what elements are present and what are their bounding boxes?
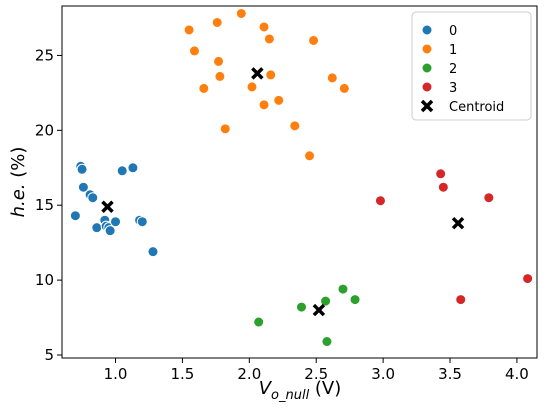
y-tick-label: 5	[44, 346, 54, 364]
plot-frame	[61, 5, 538, 359]
series-0	[69, 160, 159, 258]
data-point	[483, 192, 495, 204]
data-point	[308, 34, 320, 46]
legend-label: Centroid	[449, 100, 504, 115]
data-point	[522, 273, 534, 285]
legend-label: 2	[449, 62, 457, 77]
legend-label: 3	[449, 81, 457, 96]
data-point	[338, 82, 350, 94]
x-tick-label: 2.5	[304, 365, 328, 383]
y-tick-label: 15	[35, 196, 54, 214]
x-tick-label: 1.5	[170, 365, 194, 383]
centroid-marker	[451, 216, 465, 230]
legend-item: Centroid	[420, 99, 504, 115]
data-point	[258, 99, 270, 111]
data-point	[435, 168, 447, 180]
x-tick-label: 1.0	[104, 365, 128, 383]
x-tick-label: 2.0	[237, 365, 261, 383]
legend-marker	[421, 43, 433, 55]
data-point	[76, 163, 88, 175]
x-tick-label: 4.0	[505, 365, 529, 383]
data-point	[296, 301, 308, 313]
data-point	[320, 295, 332, 307]
y-tick-label: 10	[35, 271, 54, 289]
x-tick-label: 3.5	[438, 365, 462, 383]
data-point	[326, 72, 338, 84]
centroid-marker	[312, 303, 326, 317]
legend-item: 2	[421, 62, 457, 77]
legend-item: 1	[421, 43, 457, 58]
y-tick-label: 20	[35, 121, 54, 139]
legend-marker	[421, 24, 433, 36]
chart-marks	[69, 7, 534, 348]
x-axis-label: Vo_null (V)	[259, 378, 342, 403]
data-point	[437, 181, 449, 193]
legend-label: 1	[449, 43, 457, 58]
data-point	[235, 7, 247, 19]
legend: 0 1 2 3 Centroid	[411, 11, 532, 121]
data-point	[304, 150, 316, 162]
centroid-series	[101, 67, 465, 317]
data-point	[337, 283, 349, 295]
y-tick-label: 25	[35, 46, 54, 64]
data-point	[263, 33, 275, 45]
data-point	[213, 55, 225, 67]
data-point	[321, 336, 333, 348]
axis-ticks: 1.0 1.5 2.0 2.5 3.0 3.5 4.0 5 10 15 20 25	[35, 46, 529, 383]
data-point	[77, 181, 89, 193]
data-point	[116, 165, 128, 177]
data-point	[147, 246, 159, 258]
series-3	[374, 168, 534, 306]
legend-marker	[421, 81, 433, 93]
data-point	[183, 24, 195, 36]
data-point	[69, 210, 81, 222]
data-point	[136, 216, 148, 228]
data-point	[110, 216, 122, 228]
legend-marker	[421, 62, 433, 74]
series-2	[253, 283, 361, 348]
legend-item: 0	[421, 24, 457, 39]
data-point	[289, 120, 301, 132]
data-point	[198, 82, 210, 94]
centroid-marker	[251, 67, 264, 80]
data-point	[104, 225, 116, 237]
data-point	[273, 94, 285, 106]
x-tick-label: 3.0	[371, 365, 395, 383]
data-point	[246, 81, 258, 93]
data-point	[214, 70, 226, 82]
data-point	[219, 123, 231, 135]
data-point	[265, 69, 277, 81]
legend-centroid-marker	[420, 99, 434, 113]
data-point	[211, 16, 223, 28]
series-1	[183, 7, 350, 162]
legend-item: 3	[421, 81, 457, 96]
data-point	[455, 294, 467, 306]
data-point	[91, 222, 103, 234]
data-point	[253, 316, 265, 328]
data-point	[127, 162, 139, 174]
data-point	[349, 294, 361, 306]
legend-frame	[411, 11, 532, 121]
centroid-marker	[101, 200, 114, 213]
data-point	[258, 21, 270, 33]
data-point	[87, 192, 99, 204]
y-axis-label: h.e. (%)	[8, 147, 29, 218]
legend-label: 0	[449, 24, 457, 39]
data-point	[188, 45, 200, 57]
data-point	[374, 195, 386, 207]
